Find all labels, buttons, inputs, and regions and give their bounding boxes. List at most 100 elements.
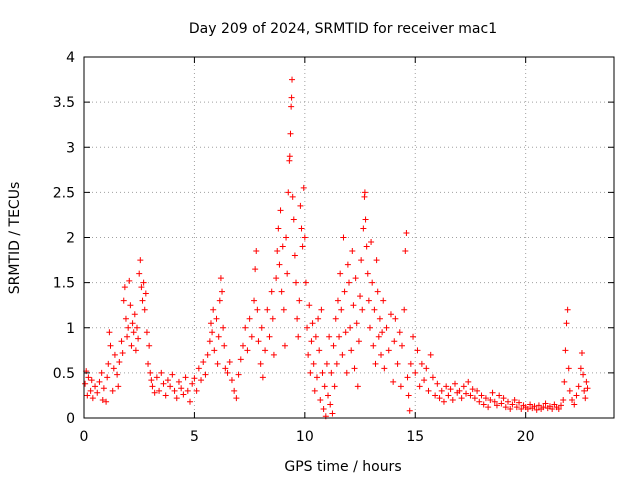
data-point [378,351,385,358]
data-point [206,338,213,345]
data-point [582,395,589,402]
data-point [533,406,540,413]
data-point [405,392,412,399]
data-point [156,387,163,394]
data-point [277,207,284,214]
data-point [316,347,323,354]
data-point [124,333,131,340]
data-point [89,395,96,402]
data-point [99,396,106,403]
data-point [334,297,341,304]
data-point [127,302,134,309]
data-point [361,189,368,196]
data-point [352,275,359,282]
data-point [366,324,373,331]
data-point [540,404,547,411]
data-point [286,153,293,160]
data-point [341,288,348,295]
data-point [436,395,443,402]
data-point [202,371,209,378]
data-point [478,392,485,399]
data-point [357,293,364,300]
y-axis-label: SRMTID / TECUs [7,182,23,295]
data-point [571,401,578,408]
data-point [418,360,425,367]
data-point [283,234,290,241]
data-point [280,306,287,313]
data-point [318,306,325,313]
data-point [104,374,111,381]
data-point [139,297,146,304]
data-point [353,320,360,327]
data-point [175,378,182,385]
data-point [85,374,92,381]
data-point [402,248,409,255]
data-point [344,261,351,268]
data-point [148,377,155,384]
data-point [500,395,507,402]
data-point [145,360,152,367]
data-point [383,324,390,331]
data-point [320,405,327,412]
data-point [429,374,436,381]
y-tick-label: 2 [66,231,75,247]
data-point [291,252,298,259]
data-point [151,389,158,396]
data-point [371,306,378,313]
data-point [246,315,253,322]
data-point [575,383,582,390]
data-point [396,329,403,336]
data-point [385,347,392,354]
data-point [169,371,176,378]
data-point [147,369,154,376]
data-point [584,385,591,392]
data-point [153,374,160,381]
data-point [535,402,542,409]
data-point [578,350,585,357]
data-point [375,333,382,340]
data-point [309,320,316,327]
data-point [507,405,514,412]
data-point [555,405,562,412]
data-point [573,392,580,399]
data-point [130,329,137,336]
data-point [376,315,383,322]
data-point [350,302,357,309]
data-point [242,324,249,331]
data-point [432,392,439,399]
data-point [397,383,404,390]
data-point [511,396,518,403]
data-point [287,130,294,137]
data-point [342,329,349,336]
data-point [425,387,432,394]
data-point [252,266,259,273]
data-point [518,405,525,412]
data-point [443,383,450,390]
data-point [387,311,394,318]
data-point [198,377,205,384]
data-point [369,279,376,286]
data-point [285,189,292,196]
data-point [440,398,447,405]
data-point [340,234,347,241]
data-point [213,315,220,322]
data-point [564,306,571,313]
data-point [258,324,265,331]
data-point [358,257,365,264]
data-point [374,288,381,295]
data-point [333,360,340,367]
data-point [135,335,142,342]
data-point [308,338,315,345]
data-point [368,239,375,246]
data-point [438,387,445,394]
data-point [142,290,149,297]
data-point [178,385,185,392]
data-point [302,279,309,286]
data-point [394,360,401,367]
data-point [105,360,112,367]
data-point [149,383,156,390]
data-point [273,275,280,282]
data-point [456,387,463,394]
data-point [565,365,572,372]
data-point [447,386,454,393]
